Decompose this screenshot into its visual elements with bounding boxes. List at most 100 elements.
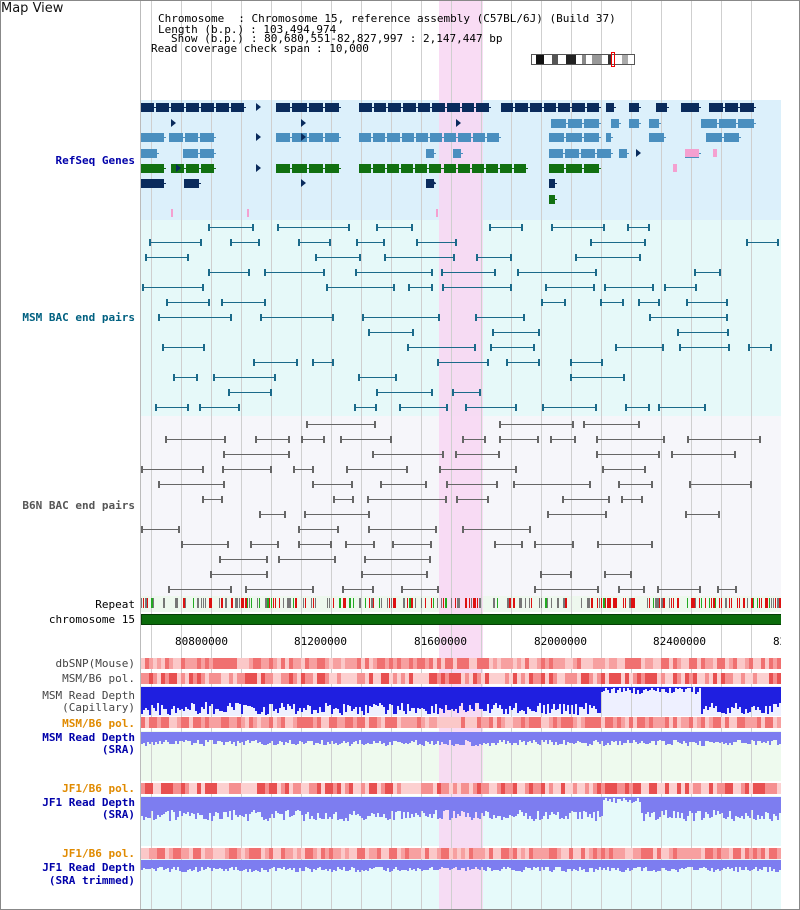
depth-bar — [319, 860, 321, 868]
refseq-exon — [649, 119, 659, 128]
heat-cell — [193, 848, 197, 859]
b6n-bac-end — [671, 451, 674, 458]
heat-cell — [637, 673, 641, 684]
repeat-element — [509, 598, 511, 608]
heat-cell — [409, 848, 413, 859]
depth-bar — [527, 687, 529, 707]
heat-cell — [497, 658, 501, 669]
refseq-strand-arrow — [256, 164, 261, 172]
depth-bar — [687, 860, 689, 868]
heat-cell — [517, 673, 521, 684]
repeat-element — [441, 598, 442, 608]
b6n-bac-end — [428, 556, 431, 563]
depth-bar — [765, 687, 767, 707]
heat-cell — [277, 848, 281, 859]
chromosome-ideogram[interactable] — [531, 52, 635, 67]
refseq-exon — [324, 103, 339, 112]
b6n-bac-end — [258, 511, 261, 518]
depth-bar — [669, 860, 671, 871]
depth-bar — [741, 687, 743, 714]
refseq-exon — [513, 164, 526, 173]
depth-bar — [413, 687, 415, 709]
heat-cell — [641, 658, 645, 669]
depth-bar — [729, 732, 731, 743]
heat-cell — [433, 717, 437, 728]
depth-bar — [773, 860, 775, 870]
depth-bar — [515, 797, 517, 816]
depth-bar — [557, 687, 559, 709]
refseq-exon — [201, 103, 214, 112]
depth-bar — [149, 797, 151, 819]
heat-cell — [737, 658, 741, 669]
heat-cell — [265, 717, 269, 728]
b6n-bac-end — [605, 511, 608, 518]
depth-bar — [291, 687, 293, 709]
depth-bar — [143, 687, 145, 710]
depth-bar — [221, 797, 223, 819]
heat-cell — [477, 848, 481, 859]
depth-bar — [181, 797, 183, 816]
depth-bar — [705, 797, 707, 812]
heat-cell — [417, 673, 421, 684]
heat-cell — [229, 658, 233, 669]
depth-bar — [515, 860, 517, 871]
msm-bac-end — [438, 314, 441, 321]
heat-cell — [313, 717, 317, 728]
depth-bar — [765, 860, 767, 868]
heat-cell — [645, 783, 649, 794]
heat-cell — [309, 717, 313, 728]
repeat-element — [267, 598, 269, 608]
b6n-bac-end — [446, 481, 449, 488]
depth-bar — [639, 860, 641, 867]
heat-cell — [469, 848, 473, 859]
depth-bar — [201, 860, 203, 868]
msm-bac-link — [408, 287, 434, 288]
refseq-exon — [453, 149, 461, 158]
repeat-element — [353, 598, 354, 608]
depth-bar — [345, 860, 347, 872]
depth-bar — [225, 732, 227, 743]
depth-bar — [241, 860, 243, 872]
heat-cell — [341, 658, 345, 669]
depth-bar — [771, 687, 773, 712]
heat-cell — [681, 658, 685, 669]
depth-bar — [587, 797, 589, 818]
repeat-element — [541, 598, 542, 608]
heat-cell — [513, 717, 517, 728]
repeat-element — [597, 598, 598, 608]
depth-bar — [327, 860, 329, 871]
chromosome-bar[interactable] — [141, 614, 783, 625]
depth-bar — [265, 687, 267, 715]
heat-cell — [421, 848, 425, 859]
repeat-element — [193, 598, 194, 608]
depth-bar — [753, 687, 755, 706]
depth-bar — [483, 860, 485, 870]
repeat-element — [587, 598, 589, 608]
depth-bar — [177, 860, 179, 867]
depth-bar — [581, 732, 583, 744]
depth-bar — [523, 860, 525, 870]
b6n-bac-end — [604, 571, 607, 578]
depth-bar — [211, 797, 213, 821]
b6n-bac-end — [351, 481, 354, 488]
depth-bar — [387, 860, 389, 869]
depth-bar — [365, 687, 367, 705]
heat-cell — [653, 848, 657, 859]
depth-bar — [287, 732, 289, 744]
depth-bar — [383, 687, 385, 708]
depth-bar — [395, 797, 397, 813]
depth-bar — [489, 860, 491, 868]
depth-bar — [557, 797, 559, 813]
msm-bac-end — [509, 284, 512, 291]
heat-cell — [545, 783, 549, 794]
depth-bar — [461, 732, 463, 746]
repeat-element — [737, 598, 738, 608]
depth-bar — [639, 732, 641, 744]
selected-region-highlight[interactable] — [439, 1, 483, 909]
msm-bac-end — [563, 299, 566, 306]
b6n-bac-end — [663, 436, 666, 443]
heat-cell — [745, 673, 749, 684]
depth-bar — [775, 860, 777, 872]
b6n-bac-end — [441, 451, 444, 458]
heat-cell — [469, 658, 473, 669]
